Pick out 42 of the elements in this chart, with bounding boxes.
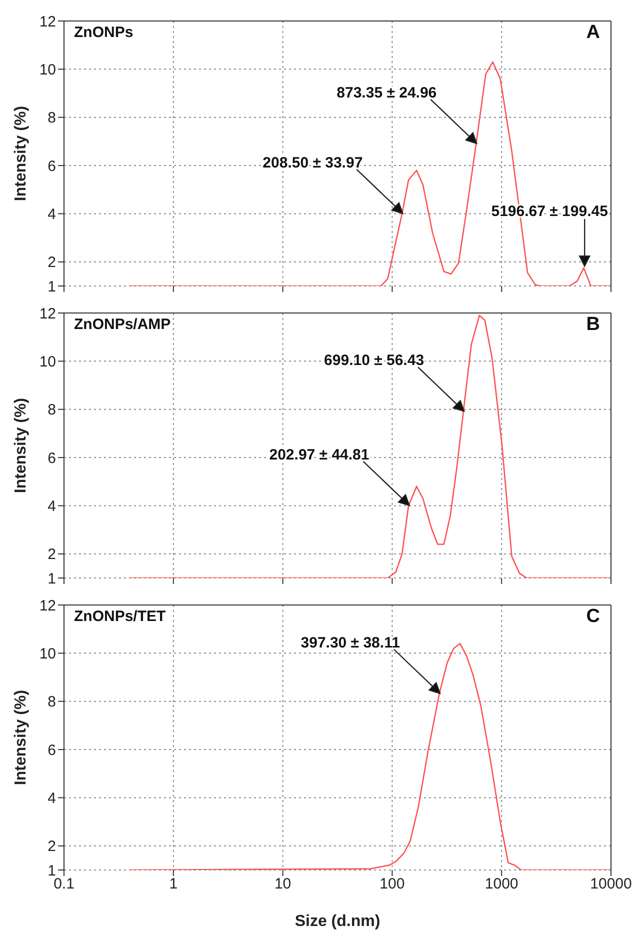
- y-tick-label: 1: [48, 278, 56, 296]
- y-tick-label: 2: [48, 838, 56, 856]
- x-tick-label: 0.1: [54, 876, 74, 893]
- y-tick-label: 12: [39, 13, 56, 30]
- y-tick-label: 4: [48, 498, 56, 516]
- annotation: 699.10 ± 56.43: [324, 352, 424, 370]
- x-tick-label: 10000: [590, 876, 632, 893]
- annotation: A: [586, 22, 600, 44]
- y-tick-label: 10: [39, 646, 56, 663]
- annotation: B: [586, 314, 600, 336]
- annotation: 397.30 ± 38.11: [300, 634, 400, 652]
- y-tick-label: 8: [48, 694, 56, 711]
- x-tick-label: 1: [169, 876, 178, 893]
- y-tick-label: 12: [39, 305, 56, 322]
- y-tick-label: 1: [48, 862, 56, 880]
- annotation: 873.35 ± 24.96: [336, 84, 437, 102]
- annotation: C: [586, 606, 600, 628]
- y-tick-label: 6: [48, 450, 56, 467]
- y-tick-label: 2: [48, 546, 56, 564]
- y-axis-title: Intensity (%): [12, 398, 30, 494]
- annotation: 208.50 ± 33.97: [262, 154, 363, 172]
- y-tick-label: 4: [48, 206, 56, 224]
- x-tick-label: 10: [274, 876, 292, 893]
- x-tick-label: 1000: [484, 876, 518, 893]
- y-tick-label: 8: [48, 110, 56, 127]
- y-axis-title: Intensity (%): [12, 690, 30, 786]
- y-tick-label: 8: [48, 402, 56, 419]
- y-tick-label: 6: [48, 742, 56, 759]
- x-axis-title: Size (d.nm): [294, 913, 380, 930]
- y-tick-label: 2: [48, 254, 56, 272]
- chart-title: ZnONPs: [74, 24, 134, 41]
- y-tick-label: 1: [48, 570, 56, 588]
- y-tick-label: 6: [48, 158, 56, 175]
- annotation: 202.97 ± 44.81: [269, 446, 370, 464]
- y-tick-label: 4: [48, 790, 56, 808]
- y-tick-label: 10: [39, 354, 56, 371]
- chart-title: ZnONPs/TET: [74, 608, 166, 625]
- y-tick-label: 12: [39, 597, 56, 614]
- y-tick-label: 10: [39, 62, 56, 79]
- y-axis-title: Intensity (%): [12, 106, 30, 202]
- chart-title: ZnONPs/AMP: [74, 316, 171, 333]
- x-tick-label: 100: [380, 876, 405, 893]
